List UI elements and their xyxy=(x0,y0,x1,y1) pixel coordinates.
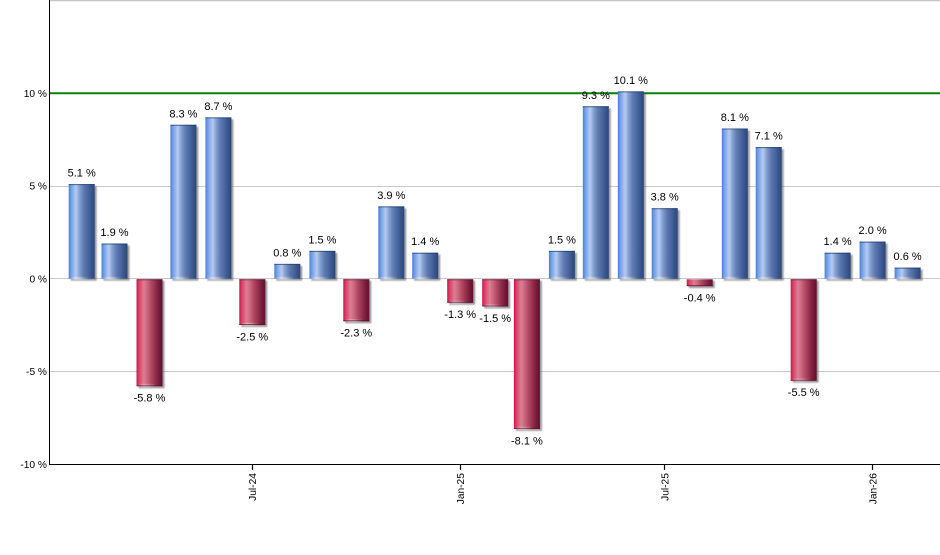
svg-text:-1.5 %: -1.5 % xyxy=(479,313,511,325)
svg-text:7.1 %: 7.1 % xyxy=(755,131,783,143)
svg-text:-10 %: -10 % xyxy=(20,460,47,471)
svg-text:Jul-25: Jul-25 xyxy=(660,473,671,501)
svg-text:5 %: 5 % xyxy=(29,182,47,193)
svg-text:5.1 %: 5.1 % xyxy=(68,168,96,180)
svg-text:1.5 %: 1.5 % xyxy=(548,234,576,246)
svg-text:3.8 %: 3.8 % xyxy=(651,192,679,204)
svg-text:Jan-26: Jan-26 xyxy=(868,473,879,504)
svg-text:3.9 %: 3.9 % xyxy=(377,190,405,202)
svg-text:-0.4 %: -0.4 % xyxy=(684,293,716,305)
svg-text:8.1 %: 8.1 % xyxy=(721,112,749,124)
svg-text:2.0 %: 2.0 % xyxy=(859,225,887,237)
svg-text:8.7 %: 8.7 % xyxy=(204,101,232,113)
svg-text:-2.3 %: -2.3 % xyxy=(340,328,372,340)
svg-text:Jul-24: Jul-24 xyxy=(248,473,259,501)
svg-text:1.9 %: 1.9 % xyxy=(100,227,128,239)
svg-text:9.3 %: 9.3 % xyxy=(582,90,610,102)
svg-text:1.4 %: 1.4 % xyxy=(824,236,852,248)
svg-text:-5 %: -5 % xyxy=(26,367,47,378)
svg-text:Jan-25: Jan-25 xyxy=(456,473,467,504)
svg-text:10 %: 10 % xyxy=(24,89,47,100)
svg-text:10.1 %: 10.1 % xyxy=(614,75,648,87)
svg-text:1.4 %: 1.4 % xyxy=(411,236,439,248)
svg-text:1.5 %: 1.5 % xyxy=(308,234,336,246)
svg-text:0.6 %: 0.6 % xyxy=(894,251,922,263)
svg-text:0.8 %: 0.8 % xyxy=(273,247,301,259)
svg-text:-5.5 %: -5.5 % xyxy=(788,387,820,399)
svg-text:0 %: 0 % xyxy=(29,274,47,285)
svg-text:-8.1 %: -8.1 % xyxy=(511,435,543,447)
svg-text:-5.8 %: -5.8 % xyxy=(134,393,166,405)
svg-text:8.3 %: 8.3 % xyxy=(169,108,197,120)
svg-text:-1.3 %: -1.3 % xyxy=(444,309,476,321)
svg-text:-2.5 %: -2.5 % xyxy=(236,331,268,343)
